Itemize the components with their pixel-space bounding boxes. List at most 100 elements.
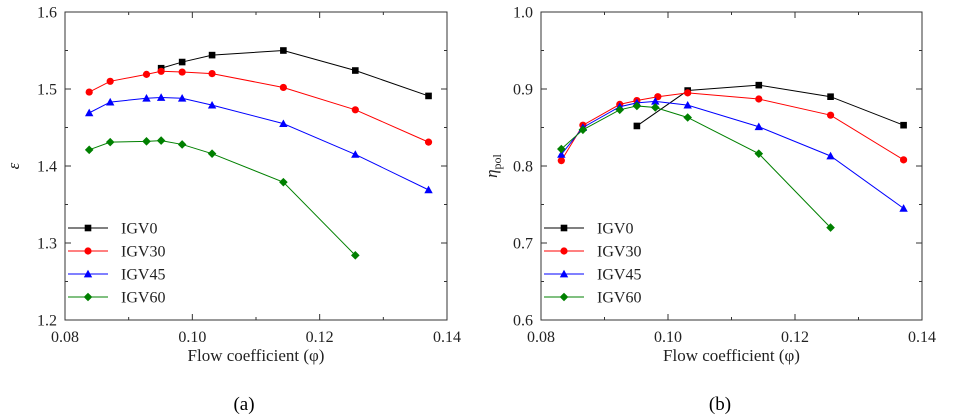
legend-label: IGV60	[597, 290, 641, 307]
series-igv0	[633, 81, 907, 130]
data-point	[615, 105, 625, 115]
series-line-igv30	[560, 92, 904, 161]
y-axis-label-subscript: pol	[490, 153, 504, 169]
legend: IGV0 IGV30 IGV45 IGV60	[68, 221, 165, 307]
data-point	[557, 144, 566, 154]
x-tick-label: 0.08	[527, 329, 555, 346]
y-tick-label: 0.9	[513, 82, 533, 99]
data-point	[105, 137, 115, 147]
series-igv45	[84, 93, 433, 194]
data-point	[142, 70, 151, 78]
y-axis-label: ε	[4, 162, 23, 169]
data-point	[425, 92, 432, 100]
series-igv45	[557, 97, 908, 212]
data-point	[177, 140, 187, 149]
data-point	[424, 138, 433, 146]
data-point	[424, 185, 433, 194]
data-point	[633, 122, 641, 130]
series-igv30	[85, 67, 433, 146]
legend-marker	[559, 269, 569, 278]
data-point	[177, 94, 187, 102]
y-tick-label: 0.8	[513, 159, 533, 176]
data-point	[207, 100, 217, 109]
data-point	[279, 119, 288, 128]
data-point	[207, 149, 217, 158]
data-point	[827, 93, 834, 100]
data-point	[142, 94, 151, 102]
data-point	[755, 81, 763, 89]
panel-a-label: (a)	[233, 394, 254, 415]
data-point	[106, 97, 115, 106]
legend-label: IGV0	[121, 221, 157, 238]
data-point	[178, 58, 186, 66]
y-tick-label: 0.7	[513, 236, 533, 253]
legend-label: IGV45	[597, 267, 641, 284]
panel-b-label: (b)	[709, 394, 731, 415]
y-tick-label: 1.5	[37, 82, 57, 99]
x-tick-label: 0.10	[178, 329, 206, 346]
data-point	[826, 151, 835, 160]
series-line-igv60	[89, 140, 356, 256]
data-point	[826, 223, 835, 232]
legend-marker	[559, 292, 569, 302]
data-point	[826, 111, 835, 119]
x-tick-label: 0.14	[433, 329, 461, 346]
data-point	[352, 67, 359, 74]
data-point	[156, 136, 166, 145]
data-point	[178, 68, 186, 76]
data-point	[651, 103, 660, 112]
x-tick-label: 0.10	[654, 329, 682, 346]
legend-label: IGV45	[121, 267, 165, 284]
data-point	[684, 89, 692, 97]
y-tick-label: 1.2	[37, 313, 57, 330]
data-point	[279, 177, 288, 187]
series-line-igv45	[560, 100, 904, 209]
legend-marker	[84, 247, 92, 255]
data-point	[755, 95, 763, 103]
y-tick-label: 0.6	[513, 313, 533, 330]
data-point	[156, 93, 166, 101]
data-point	[142, 137, 151, 146]
series-line-igv0	[160, 49, 429, 97]
data-point	[557, 157, 565, 165]
y-tick-label: 1.3	[37, 236, 57, 253]
legend-label: IGV30	[597, 244, 641, 261]
series-line-igv0	[636, 84, 904, 127]
series-line-igv30	[88, 70, 429, 143]
data-point	[683, 113, 692, 122]
series-line-igv45	[88, 96, 429, 191]
series-igv60	[557, 101, 835, 232]
legend-marker	[83, 292, 93, 302]
x-tick-label: 0.12	[781, 329, 809, 346]
data-point	[754, 149, 764, 158]
x-tick-label: 0.08	[51, 329, 79, 346]
data-point	[157, 67, 165, 75]
data-point	[900, 121, 907, 129]
x-tick-label: 0.12	[306, 329, 334, 346]
data-point	[651, 97, 660, 105]
data-point	[85, 88, 93, 96]
data-point	[84, 145, 94, 155]
data-point	[351, 106, 359, 114]
legend-label: IGV60	[121, 290, 165, 307]
data-point	[208, 70, 216, 78]
legend-marker	[84, 224, 92, 232]
x-axis-label: Flow coefficient (φ)	[188, 346, 325, 365]
y-tick-label: 1.4	[37, 159, 57, 176]
chart-panel-b: 0.08 0.10 0.12 0.14 0.6 0.7 0.8 0.9 1.0 Flow coef…	[482, 5, 936, 366]
x-tick-label: 0.14	[908, 329, 936, 346]
data-point	[683, 100, 692, 109]
data-point	[754, 122, 764, 131]
chart-panel-a: 0.08 0.10 0.12 0.14 1.2 1.3 1.4 1.5 1.6 Flow coef…	[4, 5, 461, 366]
series-igv60	[84, 136, 360, 260]
data-point	[557, 150, 566, 158]
legend-label: IGV0	[597, 221, 633, 238]
legend-marker	[83, 269, 93, 278]
legend-marker	[560, 247, 568, 255]
y-tick-label: 1.6	[37, 5, 57, 22]
y-tick-label: 1.0	[513, 5, 533, 22]
legend-label: IGV30	[121, 244, 165, 261]
data-point	[208, 51, 216, 59]
data-point	[351, 251, 360, 260]
